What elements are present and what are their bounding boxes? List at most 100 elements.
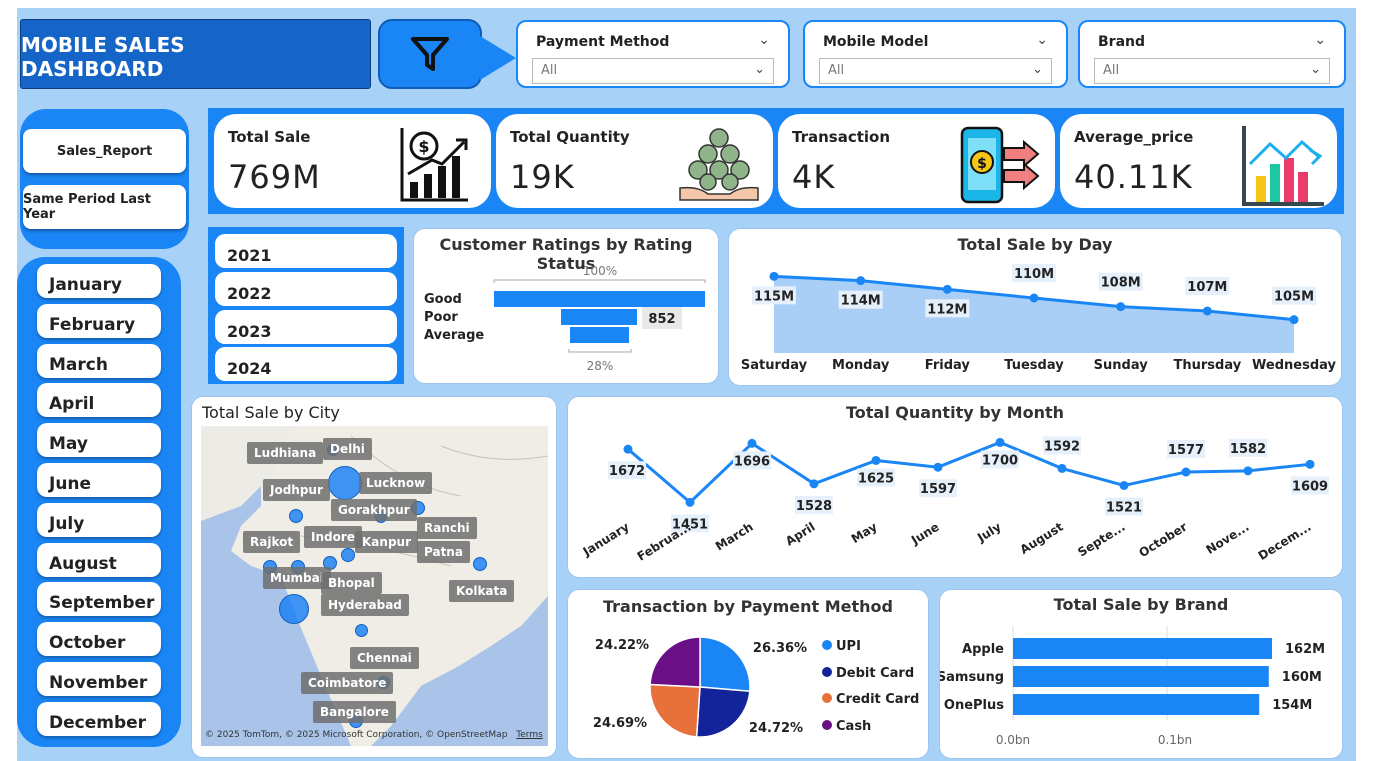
month-button-december[interactable]: December	[37, 702, 161, 736]
filter-button[interactable]	[378, 19, 482, 89]
x-tick-label: October	[1136, 520, 1189, 561]
coin-stack-icon	[679, 128, 759, 201]
legend-item-credit-card[interactable]: Credit Card	[822, 692, 919, 707]
data-label-bg	[1185, 277, 1230, 295]
ratings-funnel-chart: 100% 28% Good Poor Average 852	[424, 264, 706, 373]
city-bubble-kolkata[interactable]	[473, 557, 487, 571]
month-point	[809, 479, 819, 489]
city-label: Gorakhpur	[331, 499, 417, 521]
slicer-dropdown[interactable]: All ⌄	[1094, 58, 1330, 84]
day-point	[856, 276, 866, 286]
month-button-february[interactable]: February	[37, 304, 161, 338]
city-bubble-delhi[interactable]	[328, 466, 362, 500]
month-point	[747, 438, 757, 448]
city-label: Lucknow	[359, 472, 433, 494]
chevron-down-icon[interactable]: ⌄	[758, 32, 770, 48]
brand-bar	[1013, 666, 1269, 687]
svg-text:$: $	[977, 156, 987, 172]
funnel-data-label: 852	[648, 312, 675, 327]
slicer-label: Mobile Model	[823, 34, 929, 50]
data-label-bg	[733, 451, 771, 470]
pie-slice	[649, 683, 701, 738]
same-period-last-year-button[interactable]: Same Period Last Year	[23, 185, 186, 229]
month-button-september[interactable]: September	[37, 582, 161, 616]
data-label-bg	[608, 461, 646, 480]
data-label: 1521	[1106, 501, 1142, 516]
funnel-bar-poor	[561, 309, 637, 325]
x-tick-label: Tuesday	[1004, 358, 1064, 373]
customer-ratings-card: Customer Ratings by Rating Status 100% 2…	[413, 228, 719, 384]
legend-item-upi[interactable]: UPI	[822, 639, 861, 654]
sales-report-button[interactable]: Sales_Report	[23, 129, 186, 173]
city-label: Coimbatore	[301, 672, 394, 694]
month-button-march[interactable]: March	[37, 344, 161, 378]
data-label: 1528	[796, 499, 832, 514]
total-sale-by-brand-card: Total Sale by Brand Apple 162M Samsung 160M…	[939, 589, 1343, 759]
data-label-bg	[919, 479, 957, 498]
x-tick-label: Septe...	[1075, 520, 1127, 560]
day-point	[1289, 315, 1299, 325]
year-button-2023[interactable]: 2023	[215, 310, 397, 344]
city-label: Rajkot	[243, 531, 301, 553]
x-tick-label: Monday	[832, 358, 890, 373]
pie-data-label: 26.36%	[753, 641, 807, 656]
slicer-label: Brand	[1098, 34, 1146, 50]
funnel-icon	[411, 37, 449, 71]
x-tick-label: Saturday	[741, 358, 808, 373]
data-label: 1577	[1168, 443, 1204, 458]
payment-method-slicer[interactable]: Payment Method ⌄ All ⌄	[516, 20, 790, 88]
slicer-dropdown[interactable]: All ⌄	[532, 58, 774, 84]
chevron-down-icon[interactable]: ⌄	[1036, 32, 1048, 48]
brand-slicer[interactable]: Brand ⌄ All ⌄	[1078, 20, 1346, 88]
brand-bar	[1013, 694, 1260, 715]
year-button-2021[interactable]: 2021	[215, 234, 397, 268]
data-label-bg	[981, 450, 1019, 469]
data-label: 110M	[1014, 267, 1054, 282]
kpi-value: 19K	[510, 158, 575, 196]
total-quantity-by-month-card: Total Quantity by Month 1672 January 1451 F…	[567, 396, 1343, 578]
month-button-november[interactable]: November	[37, 662, 161, 696]
kpi-card-total-sale: Total Sale 769M $	[214, 114, 491, 208]
month-button-august[interactable]: August	[37, 543, 161, 577]
data-label-bg	[857, 468, 895, 487]
mobile-model-slicer[interactable]: Mobile Model ⌄ All ⌄	[803, 20, 1068, 88]
year-button-2024[interactable]: 2024	[215, 347, 397, 381]
city-bubble-kanpur[interactable]	[341, 548, 355, 562]
x-tick-label: Februa...	[635, 520, 694, 564]
x-tick-label: June	[908, 520, 941, 548]
year-button-2022[interactable]: 2022	[215, 272, 397, 306]
month-button-october[interactable]: October	[37, 622, 161, 656]
month-button-january[interactable]: January	[37, 264, 161, 298]
chevron-down-icon[interactable]: ⌄	[1314, 32, 1326, 48]
terms-link[interactable]: Terms	[516, 730, 543, 740]
month-point	[685, 497, 695, 507]
city-bubble-jodhpur[interactable]	[289, 509, 303, 523]
bar-chart-icon	[1242, 126, 1324, 206]
legend-item-cash[interactable]: Cash	[822, 719, 871, 734]
slicer-label: Payment Method	[536, 34, 670, 50]
month-point	[933, 462, 943, 472]
y-tick-label: OnePlus	[944, 698, 1004, 713]
india-map[interactable]: Ludhiana Delhi Jodhpur Lucknow Gorakhpur…	[201, 426, 548, 746]
kpi-label: Total Sale	[228, 128, 311, 146]
legend-item-debit-card[interactable]: Debit Card	[822, 666, 914, 681]
month-button-may[interactable]: May	[37, 423, 161, 457]
data-label-bg	[1229, 438, 1267, 457]
pie-data-label: 24.69%	[593, 716, 647, 731]
city-label: Chennai	[350, 647, 419, 669]
x-tick-label: 0.1bn	[1158, 733, 1192, 747]
chart-title: Total Sale by Day	[957, 235, 1113, 254]
month-button-june[interactable]: June	[37, 463, 161, 497]
month-button-april[interactable]: April	[37, 383, 161, 417]
kpi-card-total-quantity: Total Quantity 19K	[496, 114, 773, 208]
city-label: Patna	[417, 541, 470, 563]
city-bubble-hyderabad[interactable]	[279, 594, 309, 624]
day-point	[1029, 293, 1039, 303]
data-label-bg	[925, 299, 970, 318]
month-button-july[interactable]: July	[37, 503, 161, 537]
kpi-label: Average_price	[1074, 128, 1194, 146]
data-label-bg	[1043, 436, 1081, 455]
brand-bar-chart: Apple 162M Samsung 160M OnePlus 154M 0.0bn 0.1b…	[940, 626, 1325, 747]
city-bubble-chennai[interactable]	[355, 624, 368, 637]
slicer-dropdown[interactable]: All ⌄	[819, 58, 1052, 84]
